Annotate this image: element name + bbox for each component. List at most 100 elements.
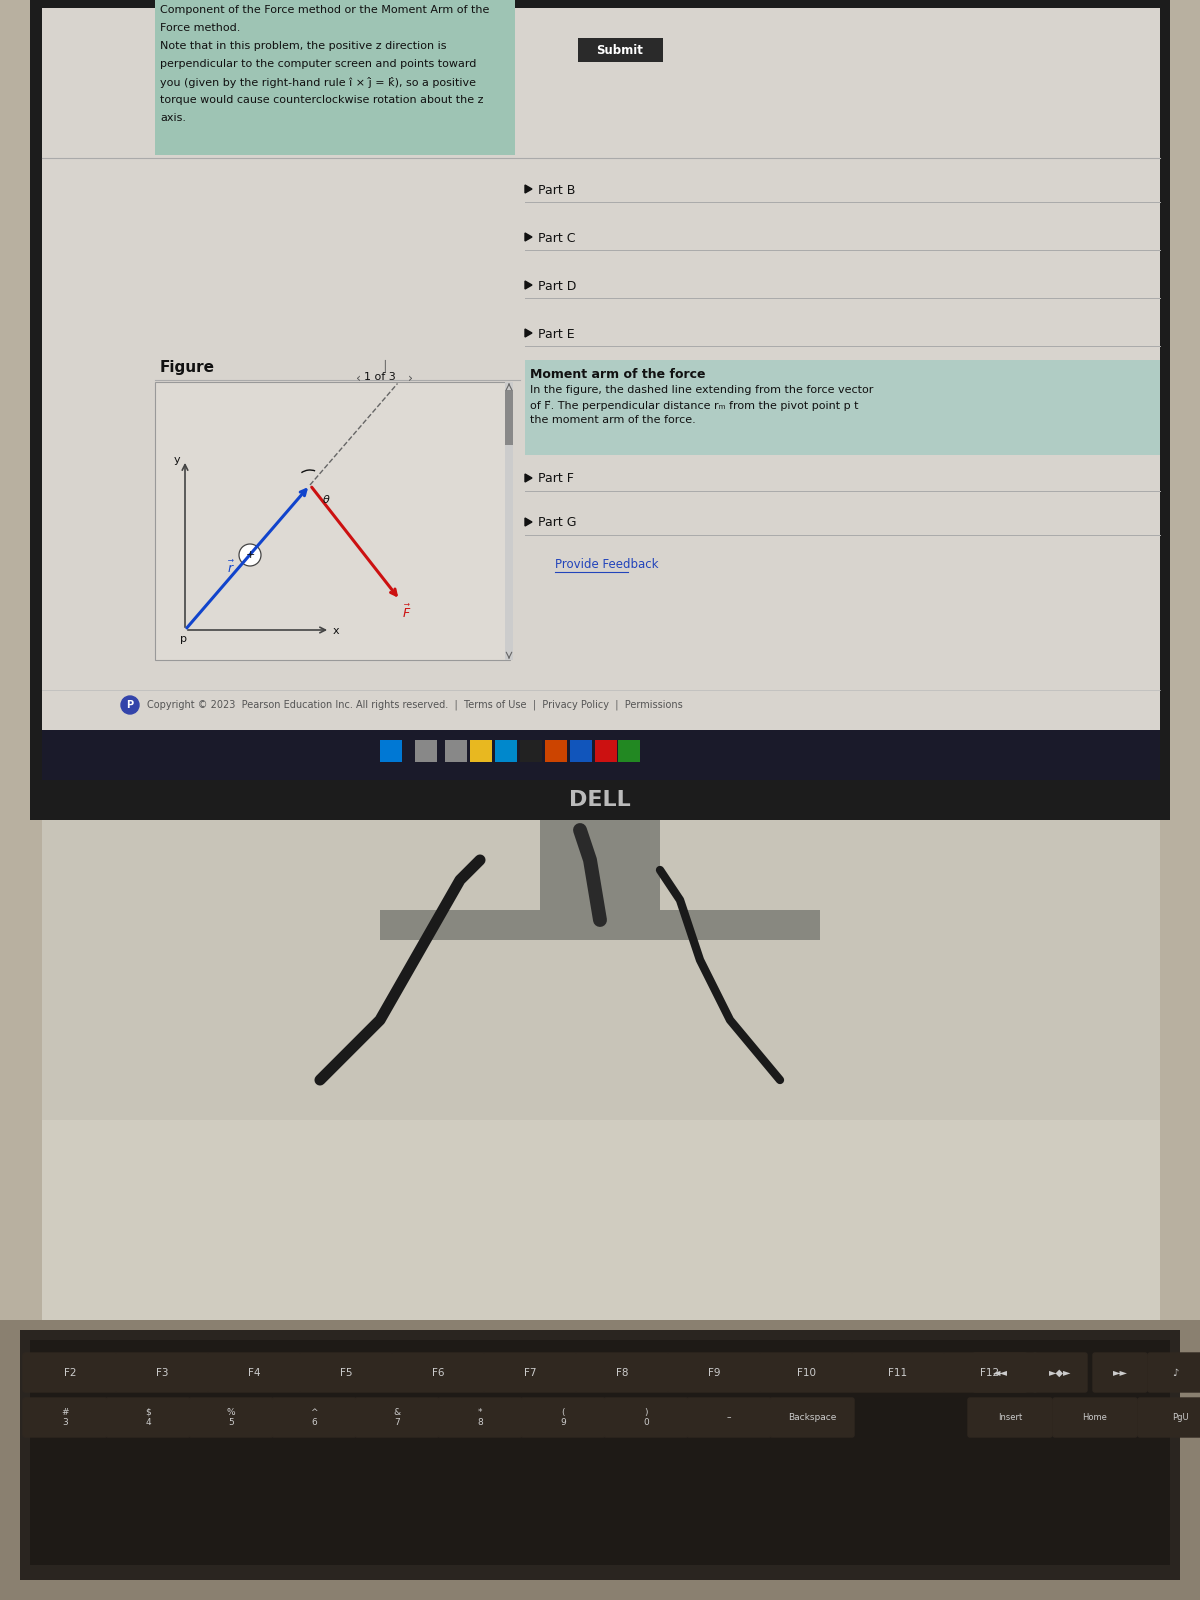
Text: F6: F6 (432, 1368, 444, 1378)
Text: P: P (126, 701, 133, 710)
Bar (445, 739, 467, 762)
Bar (505, 390, 514, 445)
Text: Provide Feedback: Provide Feedback (554, 558, 659, 571)
Text: $
4: $ 4 (145, 1408, 151, 1427)
Text: axis.: axis. (160, 114, 186, 123)
Polygon shape (526, 186, 532, 194)
Bar (380, 910, 820, 939)
FancyBboxPatch shape (1093, 1354, 1147, 1392)
Bar (618, 739, 640, 762)
FancyBboxPatch shape (667, 1354, 761, 1392)
Bar (155, 0, 515, 155)
Polygon shape (526, 518, 532, 526)
Text: perpendicular to the computer screen and points toward: perpendicular to the computer screen and… (160, 59, 476, 69)
Text: #
3: # 3 (61, 1408, 68, 1427)
Bar (155, 382, 510, 659)
Text: Part E: Part E (538, 328, 575, 341)
Bar (545, 739, 568, 762)
FancyBboxPatch shape (851, 1354, 946, 1392)
Text: +: + (245, 550, 254, 560)
Polygon shape (526, 474, 532, 482)
Bar (496, 739, 517, 762)
Text: In the figure, the dashed line extending from the force vector: In the figure, the dashed line extending… (530, 386, 874, 395)
Text: &
7: & 7 (394, 1408, 401, 1427)
Text: Moment arm of the force: Moment arm of the force (530, 368, 706, 381)
Bar (30, 781, 1170, 819)
FancyBboxPatch shape (1138, 1398, 1200, 1437)
Text: F10: F10 (797, 1368, 816, 1378)
Bar (30, 0, 1170, 819)
Text: Force method.: Force method. (160, 22, 240, 34)
FancyBboxPatch shape (23, 1354, 118, 1392)
Text: *
8: * 8 (478, 1408, 482, 1427)
FancyBboxPatch shape (482, 1354, 577, 1392)
Bar (578, 38, 662, 62)
Text: $\theta$: $\theta$ (322, 493, 330, 506)
FancyBboxPatch shape (190, 1398, 274, 1437)
Text: Figure: Figure (160, 360, 215, 374)
Text: Copyright © 2023  Pearson Education Inc. All rights reserved.  |  Terms of Use  : Copyright © 2023 Pearson Education Inc. … (148, 699, 683, 710)
Circle shape (121, 696, 139, 714)
Text: $\vec{r}$: $\vec{r}$ (227, 560, 235, 576)
Text: F11: F11 (888, 1368, 907, 1378)
Text: of F⃗. The perpendicular distance rₘ from the pivot point p t: of F⃗. The perpendicular distance rₘ fro… (530, 400, 858, 411)
Bar (520, 739, 542, 762)
Bar (570, 739, 592, 762)
Text: ►◆►: ►◆► (1049, 1368, 1072, 1378)
Text: F12: F12 (980, 1368, 1000, 1378)
Bar (42, 730, 1160, 781)
FancyBboxPatch shape (521, 1398, 605, 1437)
FancyBboxPatch shape (604, 1398, 688, 1437)
Text: Submit: Submit (596, 43, 643, 56)
Bar (505, 382, 514, 659)
Bar (415, 739, 437, 762)
Text: DELL: DELL (569, 790, 631, 810)
Bar (155, 382, 510, 659)
Text: ♪: ♪ (1172, 1368, 1178, 1378)
Text: Backspace: Backspace (788, 1413, 836, 1422)
Text: Part B: Part B (538, 184, 575, 197)
Text: Home: Home (1082, 1413, 1108, 1422)
Text: F4: F4 (247, 1368, 260, 1378)
Bar (42, 1120, 1160, 1320)
FancyBboxPatch shape (943, 1354, 1037, 1392)
FancyBboxPatch shape (686, 1398, 772, 1437)
FancyBboxPatch shape (1033, 1354, 1087, 1392)
Text: (
9: ( 9 (560, 1408, 566, 1427)
Bar (595, 739, 617, 762)
FancyBboxPatch shape (355, 1398, 439, 1437)
Text: you (given by the right-hand rule î × ĵ = k̂), so a positive: you (given by the right-hand rule î × ĵ… (160, 77, 476, 88)
Bar (30, 1341, 1170, 1565)
Bar (470, 739, 492, 762)
FancyBboxPatch shape (973, 1354, 1027, 1392)
Bar (380, 739, 402, 762)
FancyBboxPatch shape (575, 1354, 670, 1392)
Text: %
5: % 5 (227, 1408, 235, 1427)
Text: ►►: ►► (1112, 1368, 1128, 1378)
Text: torque would cause counterclockwise rotation about the z: torque would cause counterclockwise rota… (160, 94, 484, 106)
Text: x: x (334, 626, 340, 635)
Text: F2: F2 (64, 1368, 77, 1378)
Text: ◄◄: ◄◄ (992, 1368, 1008, 1378)
Polygon shape (526, 234, 532, 242)
Text: F7: F7 (523, 1368, 536, 1378)
Text: ›: › (403, 371, 413, 386)
Polygon shape (526, 282, 532, 290)
FancyBboxPatch shape (208, 1354, 301, 1392)
FancyBboxPatch shape (1054, 1398, 1138, 1437)
FancyBboxPatch shape (770, 1398, 854, 1437)
Text: Insert: Insert (998, 1413, 1022, 1422)
Text: │: │ (382, 360, 389, 373)
Text: Part C: Part C (538, 232, 576, 245)
Text: the moment arm of the force.: the moment arm of the force. (530, 414, 696, 426)
Text: –: – (727, 1413, 731, 1422)
Text: F8: F8 (616, 1368, 629, 1378)
FancyBboxPatch shape (438, 1398, 522, 1437)
Bar (42, 819, 1160, 1120)
FancyBboxPatch shape (23, 1398, 107, 1437)
Text: F3: F3 (156, 1368, 168, 1378)
Text: Part G: Part G (538, 515, 576, 528)
Text: p: p (180, 634, 187, 643)
Text: PgU: PgU (1171, 1413, 1188, 1422)
FancyBboxPatch shape (106, 1398, 190, 1437)
